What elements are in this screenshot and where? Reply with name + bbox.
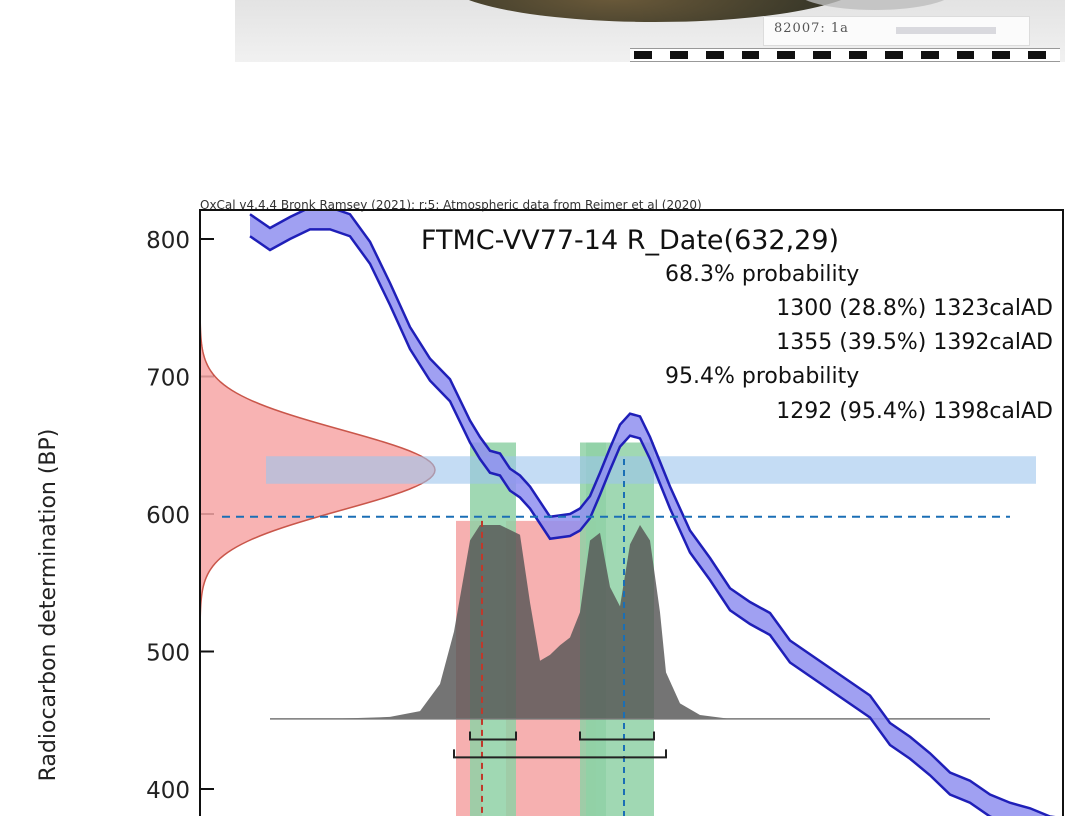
scale-bar-segment: [813, 51, 832, 59]
calibration-curve-upper: [249, 210, 1056, 816]
scale-bar: [630, 48, 1060, 62]
plot-area: [200, 210, 1056, 816]
scale-bar-segment: [741, 51, 760, 59]
artifact-object: [445, 0, 865, 22]
probability-annotations: 68.3% probability 1300 (28.8%) 1323calAD 1…: [665, 262, 1053, 424]
range-95-bracket: [453, 749, 667, 759]
scale-bar-segment: [884, 51, 903, 59]
scale-bar-segment: [992, 51, 1011, 59]
probability-annotation: 95.4% probability: [665, 364, 859, 389]
specimen-label-card: 82007: 1a: [763, 16, 1030, 46]
probability-distribution: [270, 525, 850, 719]
range-68-bracket: [579, 731, 655, 741]
y-tick-label: 600: [146, 503, 190, 529]
probability-annotation: 68.3% probability: [665, 262, 859, 287]
scale-bar-segment: [777, 51, 796, 59]
calibration-chart: OxCal v4.4.4 Bronk Ramsey (2021); r:5; A…: [36, 198, 1064, 816]
y-axis-label-group: Radiocarbon determination (BP): [36, 429, 61, 782]
y-axis-label: Radiocarbon determination (BP): [36, 429, 61, 782]
scale-bar-segment: [634, 51, 652, 59]
scale-bar-segment: [705, 51, 724, 59]
scale-bar-segment: [920, 51, 939, 59]
scale-bar-segment: [669, 51, 688, 59]
probability-annotation: 1292 (95.4%) 1398calAD: [776, 399, 1053, 424]
y-tick-label: 400: [146, 778, 190, 804]
chart-title: FTMC-VV77-14 R_Date(632,29): [421, 225, 839, 256]
probability-annotation: 1300 (28.8%) 1323calAD: [776, 296, 1053, 321]
specimen-label-stamp: [896, 27, 996, 34]
y-tick-label: 500: [146, 641, 190, 667]
y-tick-label: 800: [146, 228, 190, 254]
plot-frame: [199, 209, 1064, 816]
artifact-shadow: [795, 0, 955, 10]
scale-bar-segment: [956, 51, 975, 59]
scale-bar-segment: [1028, 51, 1047, 59]
probability-annotation: 1355 (39.5%) 1392calAD: [776, 330, 1053, 355]
calibration-curve-lower: [249, 228, 993, 816]
range-68-bracket: [469, 731, 517, 741]
artifact-photo: 82007: 1a: [235, 0, 1065, 62]
chart-header: OxCal v4.4.4 Bronk Ramsey (2021); r:5; A…: [200, 198, 702, 212]
specimen-label: 82007: 1a: [774, 21, 849, 36]
scale-bar-segment: [849, 51, 867, 59]
y-tick-label: 700: [146, 366, 190, 392]
